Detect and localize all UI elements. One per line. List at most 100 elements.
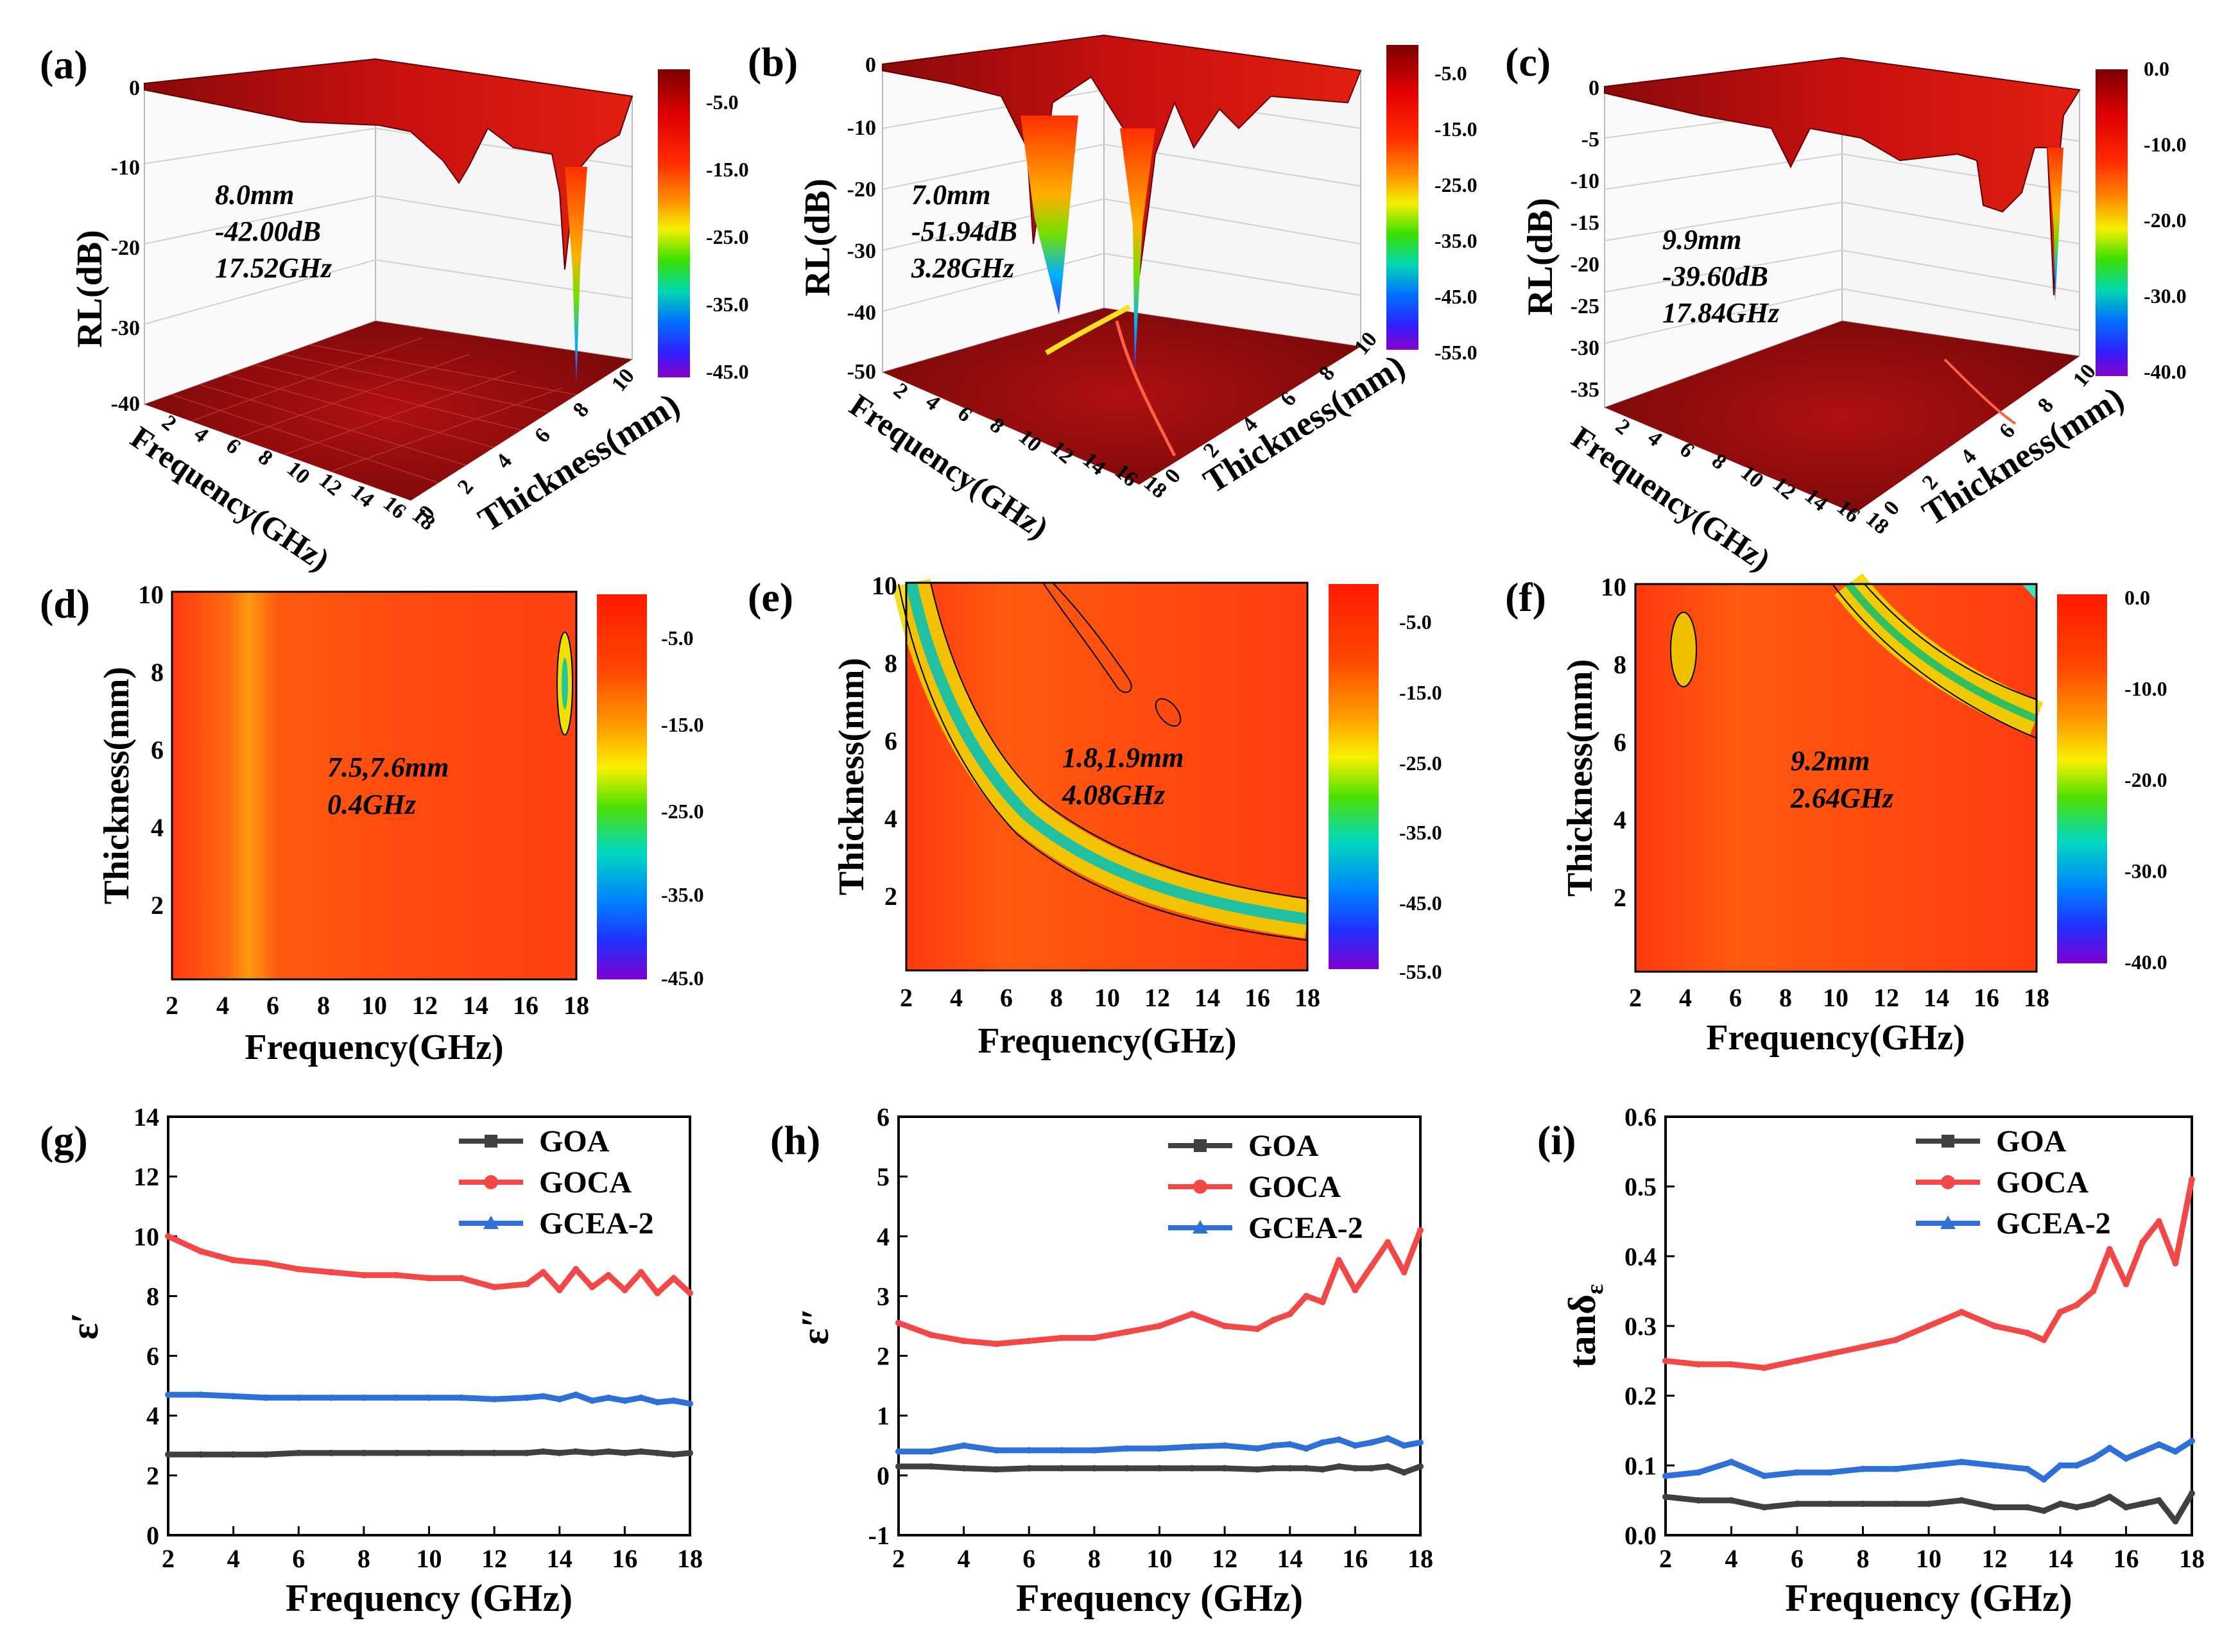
svg-text:1.8,1.9mm: 1.8,1.9mm <box>1062 742 1184 773</box>
svg-text:-30: -30 <box>1571 336 1599 360</box>
series-line-gcea-2 <box>899 1435 1421 1455</box>
annotation: 9.2mm 2.64GHz <box>1790 745 1893 814</box>
data-point-goa <box>1286 1465 1293 1472</box>
svg-text:8: 8 <box>569 398 594 422</box>
rl-surface <box>144 58 633 270</box>
series-line-goca <box>167 1234 693 1296</box>
data-point-goa <box>556 1449 563 1456</box>
data-point-gcea-2 <box>360 1394 367 1401</box>
colorbar <box>2057 594 2107 963</box>
svg-text:8: 8 <box>317 991 330 1020</box>
colorbar-ticks: -5.0 -15.0 -25.0 -35.0 -45.0 -55.0 <box>1434 62 1477 364</box>
contour-band-core <box>1845 581 2038 723</box>
colorbar-ticks: 0.0 -10.0 -20.0 -30.0 -40.0 <box>2124 586 2167 974</box>
legend-label: GOCA <box>1248 1170 1341 1204</box>
y-tick-label: 12 <box>134 1162 159 1191</box>
data-point-goa <box>328 1449 335 1456</box>
svg-text:4: 4 <box>884 804 897 833</box>
svg-text:-45.0: -45.0 <box>706 360 749 383</box>
data-point-gcea-2 <box>1958 1458 1965 1465</box>
svg-text:8: 8 <box>254 445 277 470</box>
svg-text:16: 16 <box>513 991 538 1020</box>
colorbar <box>597 594 647 979</box>
svg-text:-10: -10 <box>1571 169 1599 193</box>
svg-text:-45.0: -45.0 <box>1399 891 1442 915</box>
contour-map-area <box>172 592 576 979</box>
y-tick-label: 0.2 <box>1624 1382 1657 1411</box>
y-tick-label: 4 <box>146 1402 159 1431</box>
data-point-gcea-2 <box>621 1397 628 1404</box>
data-point-goca <box>1090 1334 1098 1341</box>
data-point-goca <box>1695 1361 1702 1368</box>
data-point-goca <box>1270 1316 1277 1323</box>
y-axis-ticks: 2 4 6 8 10 <box>138 580 164 920</box>
svg-text:8: 8 <box>884 649 897 678</box>
svg-text:-55.0: -55.0 <box>1399 960 1442 983</box>
data-point-gcea-2 <box>1286 1441 1293 1448</box>
data-point-gcea-2 <box>1270 1442 1277 1449</box>
data-point-goca <box>2090 1287 2097 1295</box>
x-tick-label: 10 <box>417 1544 442 1573</box>
panel-e-contour-map: (e) 2 4 6 8 10 12 14 16 18 2 4 6 8 10 Fr… <box>748 571 1442 1061</box>
series-line-gcea-2 <box>168 1391 691 1407</box>
z-axis-title: RL(dB) <box>70 230 110 348</box>
y-axis-ticks: 2 4 6 8 10 <box>1601 572 1626 912</box>
x-axis-title: Frequency (GHz) <box>1785 1577 2072 1619</box>
data-point-gcea-2 <box>637 1394 644 1401</box>
svg-text:-55.0: -55.0 <box>1434 341 1477 364</box>
data-point-gcea-2 <box>165 1391 171 1398</box>
svg-text:6: 6 <box>1000 983 1013 1012</box>
z-axis-title: RL(dB) <box>798 178 838 297</box>
svg-text:-20: -20 <box>1571 253 1599 277</box>
data-point-goa <box>1728 1497 1735 1504</box>
data-point-goa <box>1352 1465 1359 1472</box>
data-point-goca <box>491 1284 498 1291</box>
data-point-gcea-2 <box>670 1397 677 1404</box>
svg-text:6: 6 <box>266 991 279 1020</box>
svg-text:18: 18 <box>2024 983 2049 1012</box>
data-point-goa <box>1925 1501 1932 1508</box>
data-point-goa <box>1319 1466 1326 1473</box>
svg-text:4: 4 <box>1643 426 1667 451</box>
y-tick-label: 0.5 <box>1624 1173 1657 1201</box>
contour-region <box>1670 612 1697 687</box>
data-point-goa <box>1303 1465 1310 1472</box>
data-point-goa <box>2172 1518 2179 1525</box>
colorbar <box>1329 584 1379 969</box>
data-point-goca <box>328 1269 335 1276</box>
data-point-gcea-2 <box>589 1397 596 1404</box>
data-point-goca <box>2123 1280 2130 1287</box>
svg-text:-39.60dB: -39.60dB <box>1662 261 1768 292</box>
floor-contour <box>883 308 1361 485</box>
svg-text:-10: -10 <box>847 116 876 140</box>
contour-map-area <box>1635 584 2037 972</box>
data-point-goca <box>197 1248 204 1255</box>
svg-text:6: 6 <box>1729 983 1742 1012</box>
colorbar-ticks: -5.0 -15.0 -25.0 -35.0 -45.0 <box>661 626 704 990</box>
svg-text:-25.0: -25.0 <box>1434 173 1477 196</box>
data-point-goca <box>2057 1309 2063 1316</box>
y-tick-label: 6 <box>146 1342 159 1371</box>
data-point-goca <box>1368 1262 1375 1269</box>
data-point-goa <box>927 1463 935 1470</box>
y-tick-label: 0.1 <box>1624 1451 1657 1480</box>
data-point-goca <box>1859 1343 1866 1350</box>
contour-line <box>1864 583 2037 700</box>
data-point-goca <box>1662 1357 1669 1364</box>
legend-marker <box>1194 1139 1207 1152</box>
data-point-gcea-2 <box>1253 1445 1261 1452</box>
svg-text:14: 14 <box>1924 983 1949 1012</box>
z-axis-ticks: 0 -10 -20 -30 -40 <box>111 76 140 416</box>
data-point-goa <box>654 1449 661 1456</box>
data-point-gcea-2 <box>2057 1462 2063 1469</box>
data-point-goa <box>2040 1507 2047 1514</box>
svg-text:0.4GHz: 0.4GHz <box>327 789 416 820</box>
svg-text:10: 10 <box>138 580 164 609</box>
svg-text:16: 16 <box>1245 983 1270 1012</box>
panel-label-d: (d) <box>40 581 90 626</box>
data-point-goca <box>230 1257 237 1264</box>
svg-text:-10.0: -10.0 <box>2124 677 2167 700</box>
y-tick-label: 1 <box>877 1402 890 1431</box>
x-tick-label: 10 <box>1916 1544 1942 1573</box>
